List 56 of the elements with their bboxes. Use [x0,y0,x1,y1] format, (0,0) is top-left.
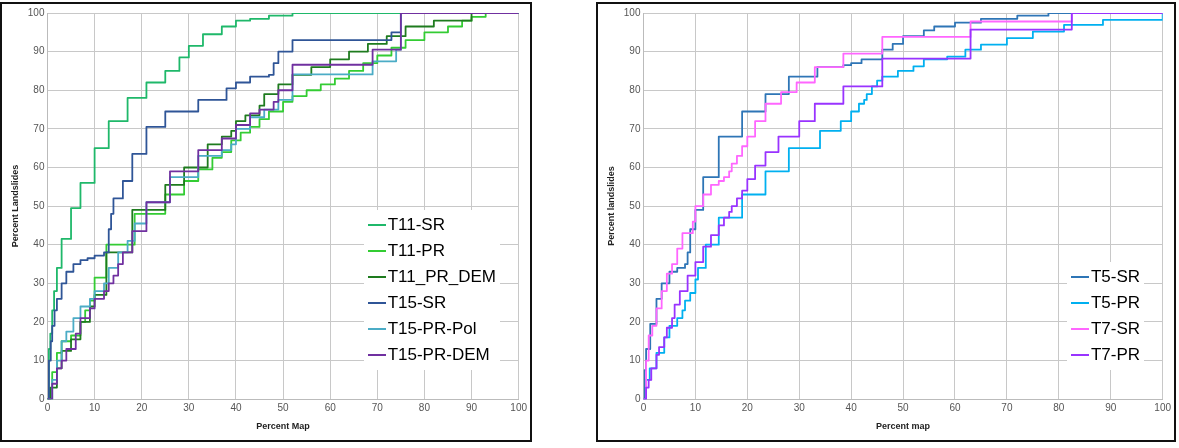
x-tick-label: 70 [371,401,384,413]
legend-label: T7-PR [1090,345,1140,365]
x-tick-label: 30 [183,401,195,413]
x-tick-label: 40 [845,401,858,413]
y-tick-label: 50 [629,199,641,211]
x-tick-label: 100 [1154,401,1172,413]
legend-label: T11-PR [387,241,445,261]
y-tick-label: 40 [33,238,45,250]
legend-label: T11-SR [387,215,445,235]
legend-label: T15-SR [387,293,447,313]
legend-label: T15-PR-Pol [387,319,477,339]
y-axis-title: Percent landslides [605,166,616,246]
y-tick-label: 80 [33,83,45,95]
x-tick-label: 70 [1001,401,1013,413]
x-tick-label: 90 [465,401,478,413]
legend-label: T15-PR-DEM [387,345,490,365]
x-tick-label: 10 [689,401,702,413]
y-tick-label: 10 [33,354,45,366]
y-tick-label: 90 [629,45,641,57]
y-tick-label: 40 [629,238,641,250]
legend-label: T5-SR [1090,267,1140,287]
legend-label: T11_PR_DEM [387,267,496,287]
y-tick-label: 10 [629,354,641,366]
y-tick-label: 100 [27,6,45,18]
legend-label: T7-SR [1090,319,1140,339]
x-tick-label: 50 [277,401,290,413]
x-tick-label: 60 [949,401,961,413]
y-tick-label: 20 [629,315,641,327]
x-tick-label: 90 [1105,401,1117,413]
x-tick-label: 50 [897,401,910,413]
x-axis-title: Percent Map [256,421,311,432]
y-tick-label: 60 [33,161,45,173]
x-tick-label: 20 [136,401,148,413]
y-axis-title: Percent Landslides [9,164,20,248]
y-tick-label: 90 [33,45,45,57]
x-tick-label: 100 [510,401,528,413]
y-tick-label: 60 [629,161,641,173]
y-tick-label: 0 [634,392,641,404]
y-tick-label: 20 [33,315,45,327]
y-tick-label: 50 [33,199,45,211]
legend-label: T5-PR [1090,293,1140,313]
y-tick-label: 70 [629,122,641,134]
x-tick-label: 60 [324,401,337,413]
y-tick-label: 0 [38,392,45,404]
y-tick-label: 80 [629,83,641,95]
x-tick-label: 80 [418,401,431,413]
x-tick-label: 20 [741,401,754,413]
y-tick-label: 100 [623,6,641,18]
y-tick-label: 30 [33,277,45,289]
y-tick-label: 30 [629,277,641,289]
x-tick-label: 40 [230,401,242,413]
x-axis-title: Percent map [876,421,931,432]
x-tick-label: 80 [1053,401,1065,413]
x-tick-label: 30 [793,401,806,413]
x-tick-label: 10 [89,401,101,413]
y-tick-label: 70 [33,122,45,134]
